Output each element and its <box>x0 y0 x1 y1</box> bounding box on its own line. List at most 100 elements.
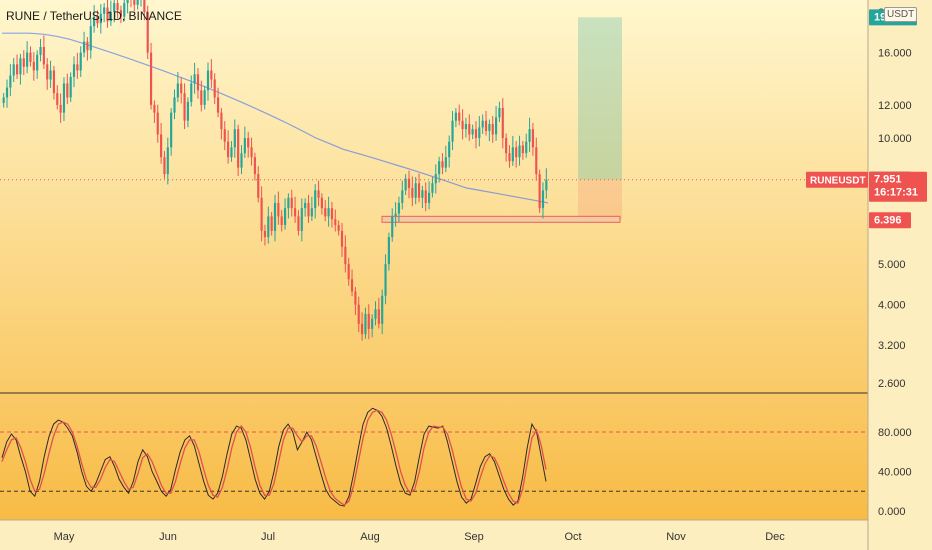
chart-background <box>0 0 868 520</box>
candle-up <box>5 87 9 98</box>
candle-down <box>521 145 524 154</box>
currency-badge[interactable]: USDT <box>884 7 918 22</box>
candle-down <box>213 79 216 98</box>
candle-up <box>79 52 82 71</box>
candle-down <box>320 197 323 209</box>
candle-down <box>96 16 99 24</box>
candle-up <box>488 124 491 131</box>
candle-down <box>133 0 136 5</box>
candle-down <box>15 64 19 75</box>
candle-down <box>149 52 153 105</box>
current-price-badge-text: 7.951 <box>874 174 902 186</box>
candle-up <box>394 213 397 217</box>
candle-down <box>227 141 230 158</box>
candle-up <box>374 309 377 319</box>
candle-down <box>347 264 350 280</box>
candle-up <box>186 101 189 121</box>
chart-title: RUNE / TetherUS, 1D, BINANCE <box>6 9 182 23</box>
candle-up <box>233 129 236 148</box>
candle-up <box>2 97 5 104</box>
candle-up <box>93 16 96 27</box>
candle-down <box>156 112 159 135</box>
current-price-badge <box>869 171 927 202</box>
candle-up <box>203 90 206 105</box>
candle-down <box>290 197 293 209</box>
candle-down <box>340 230 344 247</box>
candle-down <box>56 93 59 105</box>
candle-down <box>200 90 203 105</box>
candle-up <box>444 157 447 168</box>
candle-down <box>260 197 263 231</box>
stochastic-oscillator[interactable] <box>0 407 868 507</box>
candle-up <box>314 190 317 209</box>
candle-up <box>166 147 169 175</box>
candle-up <box>397 202 401 214</box>
candle-up <box>511 147 514 162</box>
price-tick-label: 2.600 <box>878 378 906 390</box>
candle-down <box>337 224 340 231</box>
candle-up <box>381 295 384 324</box>
support-rectangle <box>381 215 621 223</box>
candle-down <box>32 61 35 71</box>
price-axis-background <box>868 0 932 550</box>
time-tick-label: Jul <box>261 531 275 543</box>
stoch-tick-label: 0.000 <box>878 506 906 518</box>
candle-down <box>508 153 511 162</box>
candle-up <box>273 202 277 231</box>
time-tick-label: Nov <box>666 531 686 543</box>
candle-up <box>243 138 246 154</box>
candle-up <box>39 46 42 55</box>
price-tick-label: 16.000 <box>878 48 912 60</box>
candle-up <box>494 117 498 135</box>
time-tick-label: May <box>54 531 75 543</box>
candle-down <box>361 323 364 335</box>
candle-up <box>431 183 434 193</box>
candle-up <box>72 64 76 77</box>
candle-down <box>237 129 240 168</box>
candle-up <box>283 208 287 225</box>
target-zone <box>578 17 622 180</box>
candle-up <box>304 202 307 209</box>
candle-down <box>66 83 69 98</box>
candle-up <box>454 112 457 121</box>
time-tick-label: Dec <box>765 531 785 543</box>
support-zone[interactable] <box>381 215 621 223</box>
candle-down <box>160 134 163 158</box>
price-tick-label: 4.000 <box>878 300 906 312</box>
candle-down <box>297 216 300 231</box>
candle-up <box>123 3 126 17</box>
candle-down <box>324 208 327 217</box>
candle-up <box>240 153 243 168</box>
symbol-badge <box>806 171 868 188</box>
candle-up <box>69 76 72 98</box>
candle-up <box>404 178 407 191</box>
current-price-badge-text: 16:17:31 <box>874 187 918 199</box>
candle-up <box>327 208 330 217</box>
candle-down <box>59 104 62 113</box>
candle-up <box>371 318 374 329</box>
candle-down <box>505 138 508 154</box>
candle-down <box>417 183 421 198</box>
candle-down <box>461 120 464 130</box>
stop-price-badge <box>869 212 911 229</box>
candle-up <box>401 190 404 203</box>
candle-down <box>223 129 226 142</box>
candle-down <box>42 46 45 65</box>
candle-up <box>545 179 548 191</box>
candles[interactable] <box>2 0 548 341</box>
candle-up <box>518 145 521 158</box>
candle-down <box>180 83 183 94</box>
candle-up <box>438 161 441 175</box>
candle-up <box>113 3 116 12</box>
candle-down <box>257 174 260 198</box>
candle-up <box>103 7 106 14</box>
candle-down <box>307 202 310 217</box>
candle-up <box>82 41 86 53</box>
candle-up <box>9 75 12 88</box>
long-position-tool[interactable] <box>578 17 622 220</box>
candle-down <box>350 279 354 292</box>
candle-down <box>458 112 461 121</box>
candle-down <box>106 7 109 22</box>
candle-down <box>344 246 347 265</box>
